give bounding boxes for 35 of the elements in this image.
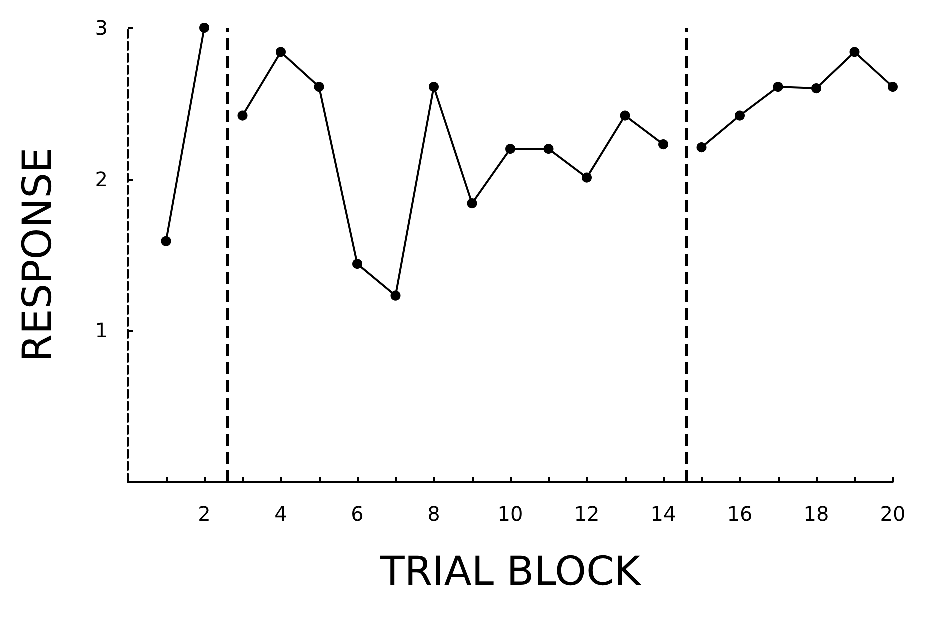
- point: [888, 82, 898, 92]
- point: [506, 144, 516, 154]
- point: [812, 84, 822, 94]
- y-tick-label: 3: [95, 16, 108, 40]
- point: [850, 47, 860, 58]
- x-tick-label: 14: [650, 502, 676, 526]
- point: [390, 290, 401, 301]
- point: [429, 82, 439, 92]
- point: [200, 23, 210, 33]
- point: [620, 110, 630, 121]
- x-tick-label: 4: [274, 502, 288, 526]
- x-tick-label: 6: [351, 502, 364, 526]
- y-axis-title: RESPONSE: [15, 148, 61, 362]
- point: [773, 82, 784, 92]
- point: [238, 110, 248, 121]
- x-tick-label: 16: [727, 502, 753, 526]
- x-axis-title: TRIAL BLOCK: [379, 549, 642, 595]
- x-tick-label: 18: [804, 502, 830, 526]
- point: [696, 142, 707, 153]
- point: [735, 110, 745, 121]
- point: [658, 140, 668, 150]
- x-tick-label: 8: [428, 502, 440, 526]
- point: [467, 198, 478, 209]
- x-tick-label: 2: [198, 502, 211, 526]
- point: [544, 144, 554, 154]
- y-tick-label: 2: [95, 167, 108, 192]
- point: [161, 236, 172, 246]
- x-tick-label: 20: [880, 502, 906, 526]
- point: [276, 47, 286, 58]
- point: [314, 82, 324, 92]
- point: [582, 172, 592, 183]
- point: [352, 259, 362, 270]
- y-tick-label: 1: [95, 318, 108, 343]
- x-tick-label: 12: [574, 502, 600, 526]
- x-tick-label: 10: [498, 502, 524, 526]
